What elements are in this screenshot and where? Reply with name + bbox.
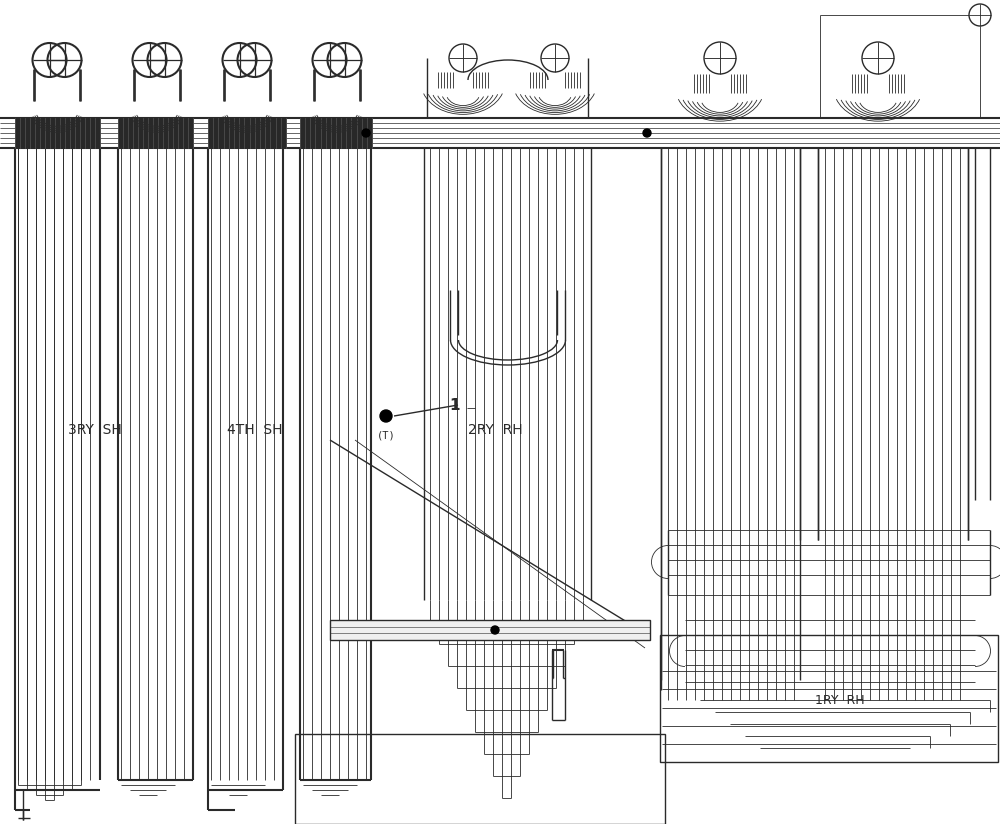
Circle shape bbox=[380, 410, 392, 422]
Circle shape bbox=[491, 626, 499, 634]
Text: 3RY  SH: 3RY SH bbox=[68, 423, 122, 437]
Bar bbox=[15, 118, 100, 148]
Text: 1RY  RH: 1RY RH bbox=[815, 694, 865, 706]
Circle shape bbox=[643, 129, 651, 137]
Bar bbox=[660, 635, 998, 762]
Circle shape bbox=[362, 129, 370, 137]
Text: 2RY  RH: 2RY RH bbox=[468, 423, 522, 437]
Text: 1: 1 bbox=[450, 397, 460, 413]
Bar bbox=[330, 620, 650, 640]
Text: (T): (T) bbox=[377, 430, 395, 440]
Bar bbox=[300, 118, 372, 148]
Bar bbox=[208, 118, 286, 148]
Bar bbox=[118, 118, 193, 148]
Bar bbox=[295, 734, 665, 824]
Text: 4TH  SH: 4TH SH bbox=[227, 423, 283, 437]
